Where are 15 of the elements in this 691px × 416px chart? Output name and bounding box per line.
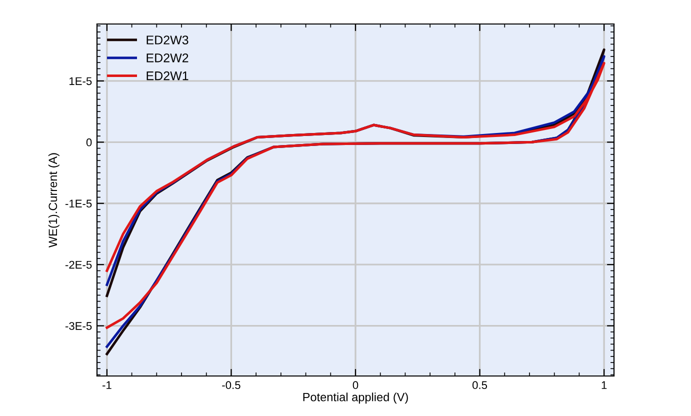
x-tick-label: 1 — [602, 381, 607, 389]
legend-label: ED2W3 — [146, 36, 188, 44]
y-axis-title: WE(1).Current (A) — [48, 153, 60, 248]
y-tick-label: -2E-5 — [65, 260, 92, 269]
x-tick-label: 0.5 — [472, 381, 488, 390]
y-tick-label: -3E-5 — [65, 322, 92, 330]
y-tick-label: -1E-5 — [65, 200, 92, 208]
x-tick-label: -0.5 — [222, 381, 240, 390]
x-tick-label: 0 — [352, 381, 358, 390]
y-tick-label: 1E-5 — [70, 77, 92, 86]
x-tick-label: -1 — [102, 381, 112, 389]
legend-label: ED2W1 — [146, 71, 188, 80]
y-tick-label: 0 — [86, 138, 92, 146]
x-axis-title: Potential applied (V) — [303, 392, 408, 404]
legend-label: ED2W2 — [146, 53, 188, 62]
